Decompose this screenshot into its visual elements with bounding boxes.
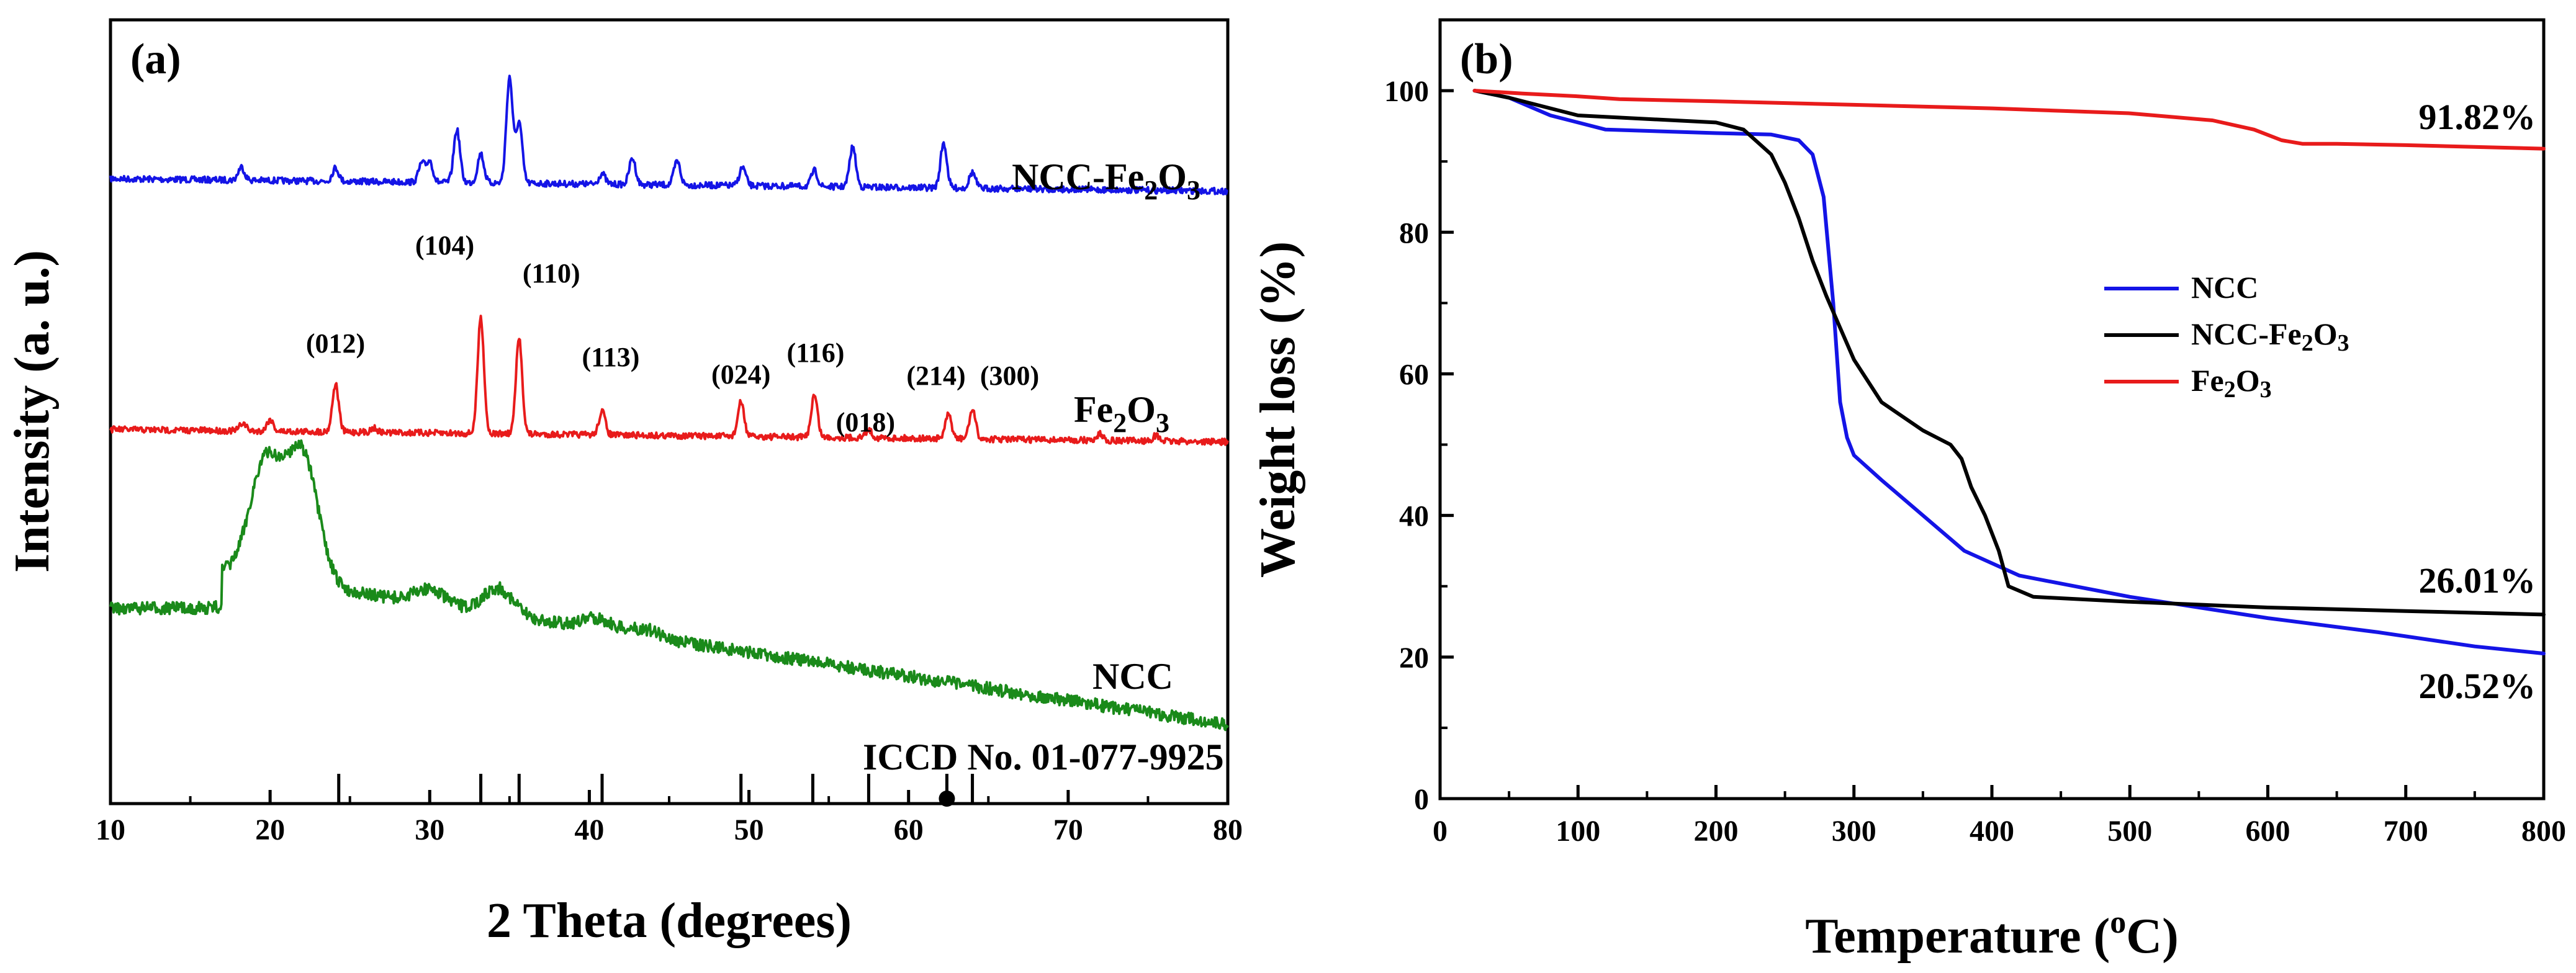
series-label-ncc: NCC [1092,656,1173,697]
x-tick-label-70: 70 [1053,814,1083,846]
panel-a-frame [109,18,1230,805]
series-label-fe2o3: Fe2O3 [1074,389,1169,438]
panel-a-y-axis-label: Intensity (a. u.) [5,250,60,573]
y-tick-label-20: 20 [1399,642,1429,675]
tga-line-ncc [1472,89,2546,656]
y-tick-label-60: 60 [1399,358,1429,391]
x-tick-label-600: 600 [2246,815,2290,848]
x-tick-label-30: 30 [415,814,444,846]
panel-a-x-ticks: 10 20 30 40 50 60 70 80 [96,790,1243,846]
x-tick-label-300: 300 [1832,815,1876,848]
x-tick-label-10: 10 [96,814,125,846]
panel-b-y-axis-label: Weight loss (%) [1251,241,1305,578]
panel-b-tga: 0 100 200 300 400 500 600 700 800 0 20 40 60 80 100 (… [1251,18,2566,964]
y-tick-label-40: 40 [1399,500,1429,533]
x-tick-label-400: 400 [1970,815,2014,848]
x-tick-label-800: 800 [2521,815,2566,848]
reflection-label-113: (113) [582,342,640,372]
reflection-label-300: (300) [980,361,1039,391]
xrd-line-fe2o3 [109,315,1229,446]
y-tick-label-80: 80 [1399,217,1429,249]
xrd-line-ncc-fe2o3 [109,74,1228,195]
x-tick-label-40: 40 [574,814,604,846]
panel-a-xrd: 10 20 30 40 50 60 70 80 (012) (104) (110) (113) (02… [5,18,1243,948]
reflection-label-018: (018) [836,407,895,437]
series-label-ncc-fe2o3: NCC-Fe2O3 [1012,156,1200,205]
x-tick-label-50: 50 [734,814,764,846]
panel-a-series [109,74,1229,732]
x-tick-label-700: 700 [2384,815,2428,848]
tga-line-fe2o3 [1472,89,2546,151]
legend-label-ncc-fe2o3: NCC-Fe2O3 [2191,316,2349,356]
annotation-fe2o3-residue: 91.82% [2419,97,2536,137]
tga-line-ncc-fe2o3 [1472,89,2546,617]
x-tick-label-500: 500 [2107,815,2152,848]
y-tick-label-0: 0 [1414,783,1429,816]
reflection-label-024: (024) [711,359,770,390]
reference-marker [939,791,955,807]
x-tick-label-20: 20 [255,814,285,846]
panel-a-x-axis-label: 2 Theta (degrees) [487,894,852,948]
reflection-label-214: (214) [906,361,965,391]
x-tick-label-0: 0 [1433,815,1448,848]
panel-b-y-ticks: 0 20 40 60 80 100 [1384,75,1454,816]
panel-a-reference-lines [337,774,975,807]
panel-b-series [1472,89,2546,656]
x-tick-label-80: 80 [1213,814,1243,846]
legend-label-ncc: NCC [2191,270,2258,305]
x-tick-label-60: 60 [894,814,924,846]
reflection-label-110: (110) [523,258,580,289]
panel-a-label: (a) [130,35,181,83]
x-tick-label-100: 100 [1556,815,1600,848]
panel-b-frame [1438,18,2546,800]
panel-b-x-ticks: 0 100 200 300 400 500 600 700 800 [1433,785,2566,848]
annotation-ncc-fe2o3-residue: 26.01% [2419,560,2536,601]
x-tick-label-200: 200 [1694,815,1739,848]
panel-a-reflection-labels: (012) (104) (110) (113) (024) (116) (018) (214)… [306,230,1039,437]
reflection-label-104: (104) [415,230,474,261]
panel-b-x-axis-label: Temperature (oC) [1805,905,2178,964]
panel-b-label: (b) [1460,35,1513,83]
panel-b-legend: NCC NCC-Fe2O3 Fe2O3 [2104,270,2349,403]
xrd-line-ncc [109,439,1229,732]
legend-label-fe2o3: Fe2O3 [2191,363,2272,403]
reflection-label-012: (012) [306,328,365,359]
panel-a-series-labels: NCC-Fe2O3 Fe2O3 NCC [1012,156,1200,697]
reference-card-label: ICCD No. 01-077-9925 [863,737,1224,778]
reflection-label-116: (116) [787,338,845,368]
annotation-ncc-residue: 20.52% [2419,666,2536,706]
y-tick-label-100: 100 [1384,75,1429,108]
